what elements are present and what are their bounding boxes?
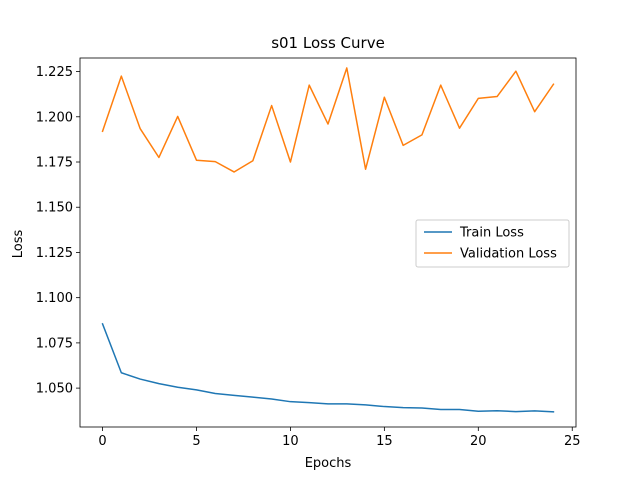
legend-box (415, 219, 570, 268)
y-tick-label: 1.075 (36, 336, 73, 351)
x-axis-label: Epochs (305, 456, 352, 471)
plot-area (79, 57, 577, 428)
x-tick-label: 0 (98, 434, 106, 449)
y-tick-label: 1.200 (36, 110, 73, 125)
x-tick-label: 10 (282, 434, 299, 449)
y-tick-label: 1.150 (36, 201, 73, 216)
x-tick-label: 5 (192, 434, 200, 449)
y-axis-label: Loss (11, 230, 26, 259)
legend: Train Loss Validation Loss (415, 219, 570, 268)
y-tick-label: 1.125 (36, 246, 73, 261)
x-tick-label: 15 (376, 434, 393, 449)
x-axis: 0 5 10 15 20 25 (98, 427, 581, 449)
series-line-validation-loss (101, 67, 555, 173)
y-tick-label: 1.175 (36, 156, 73, 171)
legend-label-validation-loss: Validation Loss (460, 247, 557, 262)
x-tick-label: 25 (564, 434, 581, 449)
y-tick-label: 1.225 (36, 65, 73, 80)
y-axis: 1.050 1.075 1.100 1.125 1.150 1.175 1.200 1.225 (36, 65, 80, 397)
plot-frame (79, 57, 577, 428)
y-tick-label: 1.050 (36, 382, 73, 397)
chart-title: s01 Loss Curve (271, 34, 385, 52)
x-tick-label: 20 (470, 434, 487, 449)
series-line-train-loss (101, 322, 555, 413)
legend-label-train-loss: Train Loss (459, 226, 524, 241)
y-tick-label: 1.100 (36, 291, 73, 306)
